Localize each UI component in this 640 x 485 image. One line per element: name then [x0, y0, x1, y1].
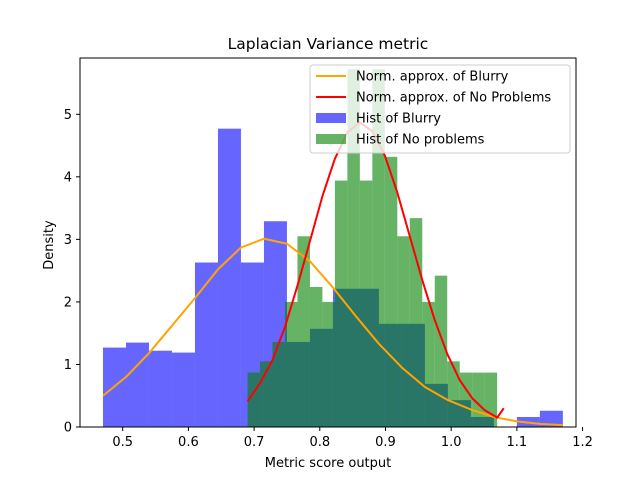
hist-bar-no-problems [372, 69, 385, 427]
hist-bar-blurry [194, 262, 218, 427]
plot-area [102, 69, 563, 428]
hist-bar-no-problems [384, 156, 398, 427]
hist-bar-blurry [539, 410, 563, 427]
hist-bar-no-problems [484, 372, 498, 427]
y-tick-label: 5 [64, 108, 72, 123]
legend-label: Hist of No problems [356, 133, 485, 148]
hist-bar-blurry [217, 128, 241, 428]
norm-line-blurry [102, 237, 563, 427]
y-tick-label: 2 [64, 295, 72, 310]
x-tick-label: 0.7 [244, 435, 265, 450]
y-tick-label: 3 [64, 233, 72, 248]
legend-box [309, 64, 571, 154]
legend-label: Hist of Blurry [356, 112, 441, 127]
x-tick-label: 0.5 [112, 435, 133, 450]
hist-bar-blurry [125, 342, 149, 427]
y-tick-label: 4 [64, 170, 72, 185]
legend-patch-blurry [316, 113, 346, 123]
axes: 0.5 0.6 0.7 0.8 0.9 1.0 1.1 1.2 0 1 2 3 4 5 [64, 57, 593, 450]
legend-label: Norm. approx. of Blurry [356, 70, 509, 85]
legend-patch-no-problems [316, 134, 346, 144]
x-tick-label: 0.8 [309, 435, 330, 450]
hist-bar-no-problems [447, 361, 460, 427]
hist-bar-no-problems [459, 372, 473, 427]
hist-bar-no-problems [397, 236, 410, 427]
x-axis-label: Metric score output [265, 456, 392, 471]
y-tick-label: 0 [64, 421, 72, 436]
hist-bar-no-problems [322, 301, 335, 427]
hist-bar-no-problems [359, 180, 373, 427]
hist-bar-no-problems [434, 275, 448, 427]
x-tick-label: 1.0 [441, 435, 462, 450]
x-tick-label: 1.2 [572, 435, 593, 450]
legend-label: Norm. approx. of No Problems [356, 91, 551, 106]
hist-bar-no-problems [309, 286, 323, 427]
hist-bar-no-problems [284, 301, 298, 427]
hist-bar-no-problems [297, 236, 310, 427]
hist-bar-no-problems [272, 341, 285, 427]
y-tick-label: 1 [64, 358, 72, 373]
x-tick-label: 0.9 [375, 435, 396, 450]
hist-bar-no-problems [347, 69, 360, 427]
x-tick-label: 0.6 [178, 435, 199, 450]
hist-bar-blurry [148, 350, 172, 427]
x-tick-label: 1.1 [507, 435, 528, 450]
legend: Norm. approx. of Blurry Norm. approx. of … [309, 64, 571, 154]
hist-bar-no-problems [334, 180, 348, 427]
hist-bar-blurry [171, 352, 195, 427]
hist-bar-no-problems [409, 218, 423, 427]
hist-bar-no-problems [422, 301, 435, 427]
y-axis-label: Density [42, 220, 57, 270]
chart-title: Laplacian Variance metric [228, 35, 429, 53]
axes-frame [79, 57, 577, 428]
